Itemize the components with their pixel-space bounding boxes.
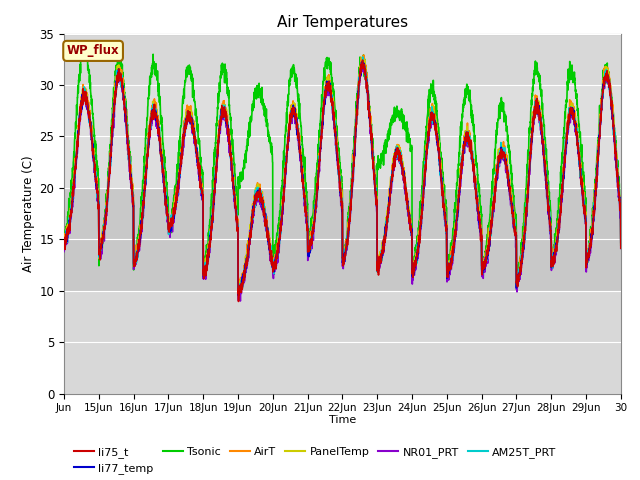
Bar xyxy=(64,188,621,291)
X-axis label: Time: Time xyxy=(329,415,356,425)
Legend: li75_t, li77_temp, Tsonic, AirT, PanelTemp, NR01_PRT, AM25T_PRT: li75_t, li77_temp, Tsonic, AirT, PanelTe… xyxy=(70,443,561,479)
Text: WP_flux: WP_flux xyxy=(67,44,120,58)
Title: Air Temperatures: Air Temperatures xyxy=(277,15,408,30)
Bar xyxy=(64,85,621,188)
Y-axis label: Air Temperature (C): Air Temperature (C) xyxy=(22,156,35,272)
